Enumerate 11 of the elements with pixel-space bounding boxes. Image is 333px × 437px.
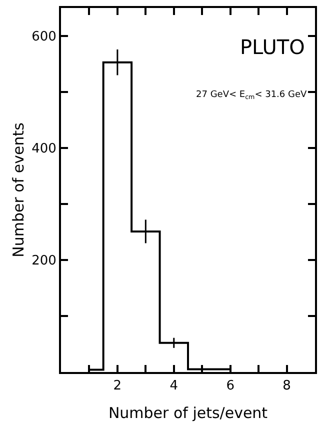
y-axis-title: Number of events: [9, 122, 28, 258]
x-tick-label: 2: [113, 378, 122, 394]
x-tick-label: 4: [170, 378, 178, 394]
y-tick-label: 600: [32, 30, 56, 45]
annotation: 27 GeV< E$_{cm}$< 31.6 GeV: [196, 90, 308, 101]
x-axis-title: Number of jets/event: [108, 404, 268, 422]
x-tick-label: 6: [226, 378, 234, 394]
x-tick-label: 8: [282, 378, 291, 394]
y-tick-label: 200: [32, 254, 56, 269]
annotation: PLUTO: [240, 35, 305, 59]
y-tick-label: 400: [32, 142, 56, 157]
